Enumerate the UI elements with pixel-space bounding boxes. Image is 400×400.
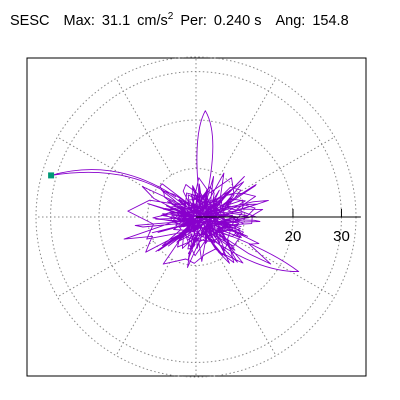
max-label: Max:	[63, 13, 95, 29]
chart-header: SESC Max: 31.1 cm/s2 Per: 0.240 s Ang: 154.8	[10, 8, 400, 34]
angle-label: Ang:	[275, 13, 306, 29]
acceleration-trace	[50, 110, 300, 273]
period-label: Per:	[180, 13, 207, 29]
plot-frame	[26, 57, 367, 377]
tick-label: 20	[285, 228, 302, 245]
max-value: 31.1	[101, 13, 131, 29]
grid-spoke	[219, 258, 277, 356]
angle-value: 154.8	[312, 13, 349, 29]
max-unit: cm/s2	[137, 8, 173, 34]
grid-spoke	[237, 136, 335, 194]
grid-spoke	[57, 240, 155, 298]
max-unit-exponent: 2	[167, 11, 174, 22]
max-point-marker	[48, 172, 55, 179]
tick-label: 30	[333, 228, 350, 245]
grid-spoke	[57, 136, 155, 194]
max-unit-base: cm/s	[137, 13, 168, 29]
trace-path	[50, 110, 300, 273]
grid-spoke	[115, 258, 173, 356]
period-value: 0.240 s	[213, 13, 262, 29]
grid-spoke	[237, 240, 335, 298]
grid-spoke	[115, 78, 173, 176]
radial-axis-ticks: 20 30	[285, 209, 350, 245]
grid-spoke	[219, 78, 277, 176]
station-name: SESC	[10, 13, 50, 29]
